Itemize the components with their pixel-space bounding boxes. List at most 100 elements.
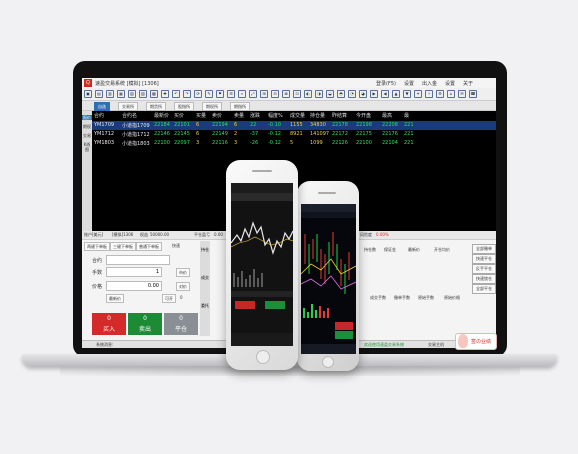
- quote-row[interactable]: YM1803 小道指1803 22100 22097 3 22116 3 -26 -0.12 5 1…: [92, 139, 496, 148]
- order-tab-2[interactable]: 普通下单板: [136, 242, 162, 251]
- quote-cell: 22104: [382, 140, 398, 146]
- phone-right-home-button: [322, 356, 334, 368]
- toolbar-icon-19[interactable]: ⊡: [293, 90, 301, 98]
- toolbar-icon-31[interactable]: ✧: [425, 90, 433, 98]
- position-side-tabs: 持仓 成交 委托: [200, 241, 210, 336]
- quote-row[interactable]: YM1712 小道指1712 22146 22145 6 22149 2 -37 -0.12 89…: [92, 130, 496, 139]
- toolbar-icon-21[interactable]: ◑: [315, 90, 323, 98]
- float-widget[interactable]: 签の业绩: [455, 333, 497, 350]
- toolbar-icon-7[interactable]: ✚: [161, 90, 169, 98]
- side-tab-order[interactable]: 委托: [201, 303, 209, 308]
- toolbar-icon-4[interactable]: ▧: [128, 90, 136, 98]
- toolbar-icon-1[interactable]: ▤: [95, 90, 103, 98]
- side-nav-kline[interactable]: K线图: [83, 142, 91, 152]
- toolbar-icon-3[interactable]: ▦: [117, 90, 125, 98]
- quote-row[interactable]: YM1709 小道指1709 22184 22101 6 22194 6 22 -0.10 115…: [92, 121, 496, 130]
- toolbar-icon-26[interactable]: ▶: [370, 90, 378, 98]
- quote-cell: 6: [196, 131, 200, 137]
- quote-cell: 22146: [154, 131, 170, 137]
- side-tab-position[interactable]: 持仓: [201, 247, 209, 252]
- tab-3[interactable]: 股指所: [174, 102, 194, 111]
- sell-button[interactable]: 0 卖出: [128, 313, 162, 335]
- quote-cell: 6: [234, 122, 238, 128]
- menu-item-3[interactable]: 关于: [463, 81, 474, 87]
- tab-2[interactable]: 期货所: [146, 102, 166, 111]
- toolbar-icon-28[interactable]: ▲: [392, 90, 400, 98]
- toolbar-icon-9[interactable]: ↷: [183, 90, 191, 98]
- quote-cell: 小道指1712: [122, 132, 150, 138]
- toolbar-icon-27[interactable]: ◀: [381, 90, 389, 98]
- toolbar-icon-25[interactable]: ◕: [359, 90, 367, 98]
- toolbar-icon-18[interactable]: ⊠: [282, 90, 290, 98]
- quote-cell: YM1709: [94, 122, 115, 128]
- side-nav-quote[interactable]: 报价: [82, 115, 92, 120]
- market-button[interactable]: 市价: [176, 268, 190, 277]
- price-input[interactable]: 0.00: [106, 281, 162, 291]
- quick-checkbox[interactable]: 快速: [172, 243, 180, 248]
- toolbar-icon-20[interactable]: ◐: [304, 90, 312, 98]
- opp-button[interactable]: 对价: [176, 282, 190, 291]
- avail-value: 0: [180, 295, 183, 300]
- toolbar-icon-12[interactable]: ⚑: [216, 90, 224, 98]
- quote-cell: 22208: [382, 122, 398, 128]
- cancel-all-button[interactable]: 全部撤单: [472, 244, 496, 254]
- toolbar-icon-2[interactable]: ▥: [106, 90, 114, 98]
- contract-input[interactable]: [106, 255, 170, 265]
- quote-cell: 22198: [356, 122, 372, 128]
- toolbar-icon-10[interactable]: ⟳: [194, 90, 202, 98]
- toolbar-icon-22[interactable]: ◒: [326, 90, 334, 98]
- toolbar-icon-8[interactable]: ↶: [172, 90, 180, 98]
- quote-cell: 小道指1803: [122, 141, 150, 147]
- toolbar-icon-13[interactable]: ☰: [227, 90, 235, 98]
- quote-header-cell: 成交量: [290, 113, 306, 119]
- app-logo-icon: Q: [84, 79, 92, 87]
- phone-right-chart: [300, 204, 357, 354]
- order-tab-0[interactable]: 两键下单板: [84, 242, 110, 251]
- rp-header-3: 开仓均价: [434, 247, 450, 252]
- toolbar-icon-30[interactable]: ✦: [414, 90, 422, 98]
- tab-5[interactable]: 期指所: [230, 102, 250, 111]
- phone-left-speaker: [252, 170, 272, 172]
- close-label: 平仓: [174, 326, 187, 333]
- tab-4[interactable]: 期权所: [202, 102, 222, 111]
- toolbar-icon-16[interactable]: ⊞: [260, 90, 268, 98]
- toolbar-icon-24[interactable]: ◔: [348, 90, 356, 98]
- close-all-button[interactable]: 全部平仓: [472, 284, 496, 294]
- side-nav-option[interactable]: 期权: [83, 124, 91, 129]
- toolbar-icon-14[interactable]: ⌕: [238, 90, 246, 98]
- menu-item-1[interactable]: 出入金: [421, 81, 437, 87]
- toolbar-icon-15[interactable]: ⤢: [249, 90, 257, 98]
- toolbar-icon-0[interactable]: ▣: [84, 90, 92, 98]
- toolbar-icon-5[interactable]: ▨: [139, 90, 147, 98]
- qty-input[interactable]: 1: [106, 267, 162, 277]
- menu-item-0[interactable]: 设置: [403, 81, 414, 87]
- tab-0[interactable]: 自选: [94, 102, 110, 111]
- quote-cell: 6: [196, 122, 200, 128]
- equity-value: 50000.00: [150, 232, 170, 237]
- last-button[interactable]: 最新价: [106, 294, 124, 303]
- quote-header-cell: 最高: [382, 113, 393, 119]
- widget-text: 签の业绩: [471, 339, 492, 345]
- reverse-close-button[interactable]: 反手平仓: [472, 264, 496, 274]
- buy-button[interactable]: 0 买入: [92, 313, 126, 335]
- toolbar-icon-32[interactable]: ⚙: [436, 90, 444, 98]
- toolbar-icon-33[interactable]: ⌂: [447, 90, 455, 98]
- menu-item-2[interactable]: 设置: [445, 81, 456, 87]
- close-position-button[interactable]: 0 平仓: [164, 313, 198, 335]
- login-link[interactable]: 登录(F5): [376, 81, 396, 87]
- equity-label: 权益: [140, 232, 148, 237]
- tab-1[interactable]: 交易所: [118, 102, 138, 111]
- quick-lock-button[interactable]: 快速锁仓: [472, 274, 496, 284]
- quick-close-button[interactable]: 快速平仓: [472, 254, 496, 264]
- toolbar-icon-29[interactable]: ▼: [403, 90, 411, 98]
- toolbar-icon-11[interactable]: ✎: [205, 90, 213, 98]
- order-tab-1[interactable]: 三键下单板: [110, 242, 136, 251]
- toolbar-icon-34[interactable]: ✉: [458, 90, 466, 98]
- side-tab-deal[interactable]: 成交: [201, 275, 209, 280]
- side-nav-trade[interactable]: 交易: [83, 133, 91, 138]
- toolbar-icon-17[interactable]: ⊟: [271, 90, 279, 98]
- phone-left-chart: [230, 183, 294, 346]
- toolbar-icon-35[interactable]: ☎: [469, 90, 477, 98]
- toolbar-icon-23[interactable]: ◓: [337, 90, 345, 98]
- toolbar-icon-6[interactable]: ▩: [150, 90, 158, 98]
